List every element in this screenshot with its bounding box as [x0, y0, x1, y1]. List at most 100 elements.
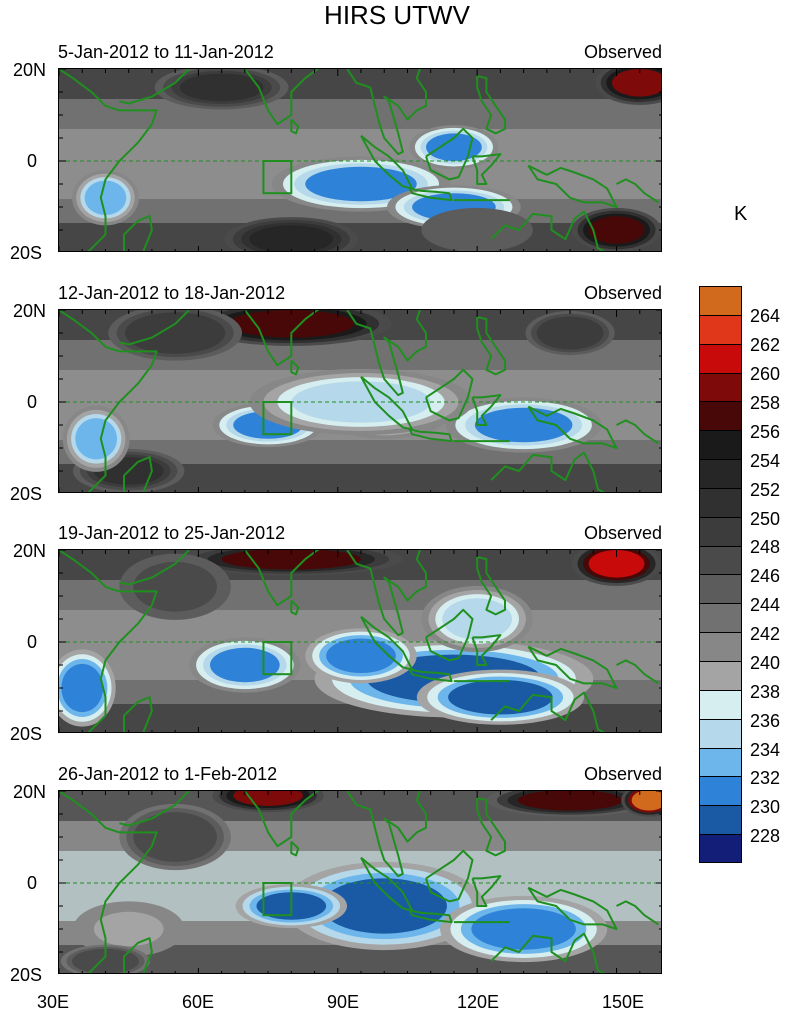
coastline — [59, 69, 158, 251]
colorbar-swatch — [699, 776, 742, 806]
contour-fill — [75, 418, 118, 460]
coastline — [290, 118, 300, 135]
coastline — [476, 74, 506, 135]
coastline — [476, 315, 506, 376]
contour-fill — [93, 911, 164, 947]
coastline — [476, 796, 506, 857]
colorbar-swatch — [699, 401, 742, 431]
colorbar-label: 260 — [750, 364, 781, 384]
contour-fill — [631, 791, 661, 811]
colorbar-label: 242 — [750, 624, 781, 644]
coastline — [119, 310, 190, 346]
lon-label: 60E — [181, 992, 215, 1012]
coastline — [290, 359, 300, 376]
coastline — [123, 696, 153, 732]
colorbar-swatch — [699, 545, 742, 575]
lat-label-south: 20S — [9, 965, 42, 985]
coastline — [408, 428, 453, 443]
highlight-box — [262, 641, 293, 676]
panel-date-range: 19-Jan-2012 to 25-Jan-2012 — [58, 523, 286, 543]
colorbar-label: 258 — [750, 393, 781, 413]
panel-tag: Observed — [583, 283, 662, 303]
colorbar-swatch — [699, 343, 742, 373]
lat-label-equator: 0 — [26, 873, 37, 893]
lat-label-equator: 0 — [26, 632, 37, 652]
coastline — [490, 451, 606, 492]
contour-fill — [326, 638, 396, 674]
coastline — [408, 909, 453, 924]
colorbar-label: 256 — [750, 422, 781, 442]
panel-tag: Observed — [583, 42, 662, 62]
colorbar-swatch — [699, 718, 742, 748]
colorbar-label: 262 — [750, 335, 781, 355]
coastline — [471, 153, 502, 185]
panel-date-range: 5-Jan-2012 to 11-Jan-2012 — [58, 42, 274, 62]
lon-label: 90E — [326, 992, 360, 1012]
coastline — [346, 310, 427, 397]
contour-fill — [448, 679, 553, 715]
contour-fill — [133, 315, 217, 351]
contour-fill — [140, 816, 210, 858]
colorbar-swatch — [699, 314, 742, 344]
coastline — [616, 419, 659, 445]
map-panel — [58, 68, 662, 252]
colorbar-swatch — [699, 689, 742, 719]
coastline — [490, 932, 606, 973]
coastline — [425, 127, 474, 181]
colorbar-label: 254 — [750, 451, 781, 471]
coastline — [490, 691, 606, 732]
highlight-box — [262, 401, 293, 436]
map-field — [59, 791, 661, 973]
coastline — [123, 937, 153, 973]
colorbar-label: 228 — [750, 826, 781, 846]
colorbar-swatch — [699, 286, 742, 315]
coastline — [346, 550, 427, 637]
contour-fill — [77, 950, 134, 972]
contour-fill — [611, 69, 661, 97]
coastline — [290, 599, 300, 616]
colorbar-swatch — [699, 747, 742, 777]
contour-fill — [210, 647, 280, 683]
colorbar-label: 232 — [750, 768, 781, 788]
coastline — [346, 69, 427, 156]
colorbar-swatch — [699, 574, 742, 604]
contour-fill — [588, 216, 645, 244]
lat-label-south: 20S — [9, 484, 42, 504]
colorbar-label: 244 — [750, 595, 781, 615]
coastline — [425, 608, 474, 662]
coastline — [471, 634, 502, 666]
coastline — [346, 791, 427, 878]
lon-label: 150E — [601, 992, 645, 1012]
colorbar-swatch — [699, 430, 742, 460]
coastline — [59, 791, 158, 973]
coastline — [425, 368, 474, 422]
coastline — [527, 645, 618, 689]
coastline — [476, 555, 506, 616]
coastline — [119, 69, 190, 105]
contour-fill — [542, 319, 598, 347]
colorbar-swatch — [699, 632, 742, 661]
contour-fill — [588, 550, 645, 578]
contour-fill — [321, 878, 447, 934]
coastline — [123, 215, 153, 251]
colorbar-label: 264 — [750, 306, 781, 326]
colorbar-label: 236 — [750, 711, 781, 731]
lat-label-equator: 0 — [26, 392, 37, 412]
lat-label-equator: 0 — [26, 151, 37, 171]
colorbar-swatch — [699, 660, 742, 690]
contour-fill — [471, 908, 576, 950]
lat-label-south: 20S — [9, 243, 42, 263]
highlight-box — [262, 882, 293, 917]
coastline — [59, 310, 158, 492]
coastline — [527, 405, 618, 449]
lon-label: 120E — [456, 992, 500, 1012]
map-panel — [58, 309, 662, 493]
map-field — [59, 550, 661, 732]
coastline — [490, 210, 606, 251]
contour-fill — [474, 407, 573, 443]
coastline — [119, 791, 190, 827]
contour-fill — [61, 663, 104, 713]
colorbar-swatch — [699, 603, 742, 633]
colorbar-swatch — [699, 805, 742, 835]
coastline — [119, 550, 190, 586]
